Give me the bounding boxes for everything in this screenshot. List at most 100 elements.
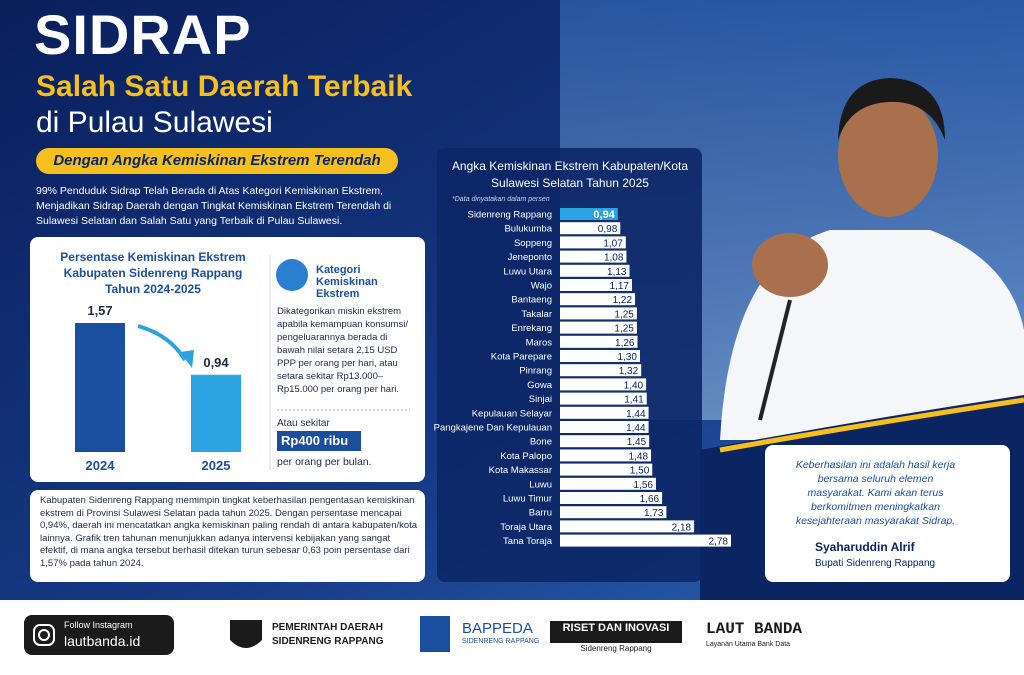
person <box>720 78 1024 440</box>
value-label: 1,40 <box>624 380 644 391</box>
bar <box>560 222 621 235</box>
accent-curve <box>719 397 1024 453</box>
category-heading: Kategori Kemiskinan Ekstrem <box>316 264 378 300</box>
value-label: 2,78 <box>709 537 729 548</box>
chart-title: Persentase Kemiskinan Ekstrem Kabupaten … <box>60 250 246 296</box>
bar <box>560 236 626 249</box>
value-label: 0,94 <box>593 209 615 221</box>
value-label: 1,08 <box>604 253 624 264</box>
value-label: 1,30 <box>617 352 637 363</box>
y-tick-label: Sinjai <box>529 394 552 405</box>
bar <box>191 374 241 452</box>
value-label: 1,48 <box>629 451 649 462</box>
value-label: 1,07 <box>603 238 623 249</box>
hair <box>838 78 945 140</box>
y-tick-label: Tana Toraja <box>503 536 553 547</box>
bar <box>560 463 653 476</box>
y-tick-label: Jeneponto <box>508 252 552 263</box>
bar <box>560 421 649 433</box>
amount: Rp400 ribu <box>281 433 349 448</box>
people-icon <box>276 259 308 291</box>
y-tick-label: Kota Makassar <box>489 465 552 476</box>
value-label: 1,41 <box>624 395 644 406</box>
laut-sub: Layanan Utama Bank Data <box>706 641 791 648</box>
bar <box>560 477 656 490</box>
quote-text: Keberhasilan ini adalah hasil kerja bers… <box>795 459 956 527</box>
y-tick-label: Barru <box>529 508 552 519</box>
bar <box>560 378 647 391</box>
value-label: 1,13 <box>607 267 627 278</box>
bappeda-name: BAPPEDA <box>462 620 533 637</box>
value-label: 1,44 <box>626 409 646 420</box>
bar <box>560 307 637 320</box>
value-label: 0,98 <box>598 224 618 235</box>
y-tick-label: Pangkajene Dan Kepulauan <box>434 423 552 434</box>
bar <box>75 323 125 452</box>
y-tick-label: Sidenreng Rappang <box>467 210 552 221</box>
follow-label: Follow Instagram <box>64 620 133 630</box>
bar <box>560 279 632 291</box>
hand <box>752 233 828 297</box>
bar <box>560 321 637 334</box>
value-label: 1,26 <box>615 338 635 349</box>
value-label: 1,44 <box>626 423 646 434</box>
bappeda-logo <box>420 616 450 652</box>
category-description: Dikategorikan miskin ekstrem apabila kem… <box>277 306 408 395</box>
y-tick-label: Pinrang <box>519 366 552 377</box>
bar <box>560 350 640 362</box>
y-tick-label: Luwu Utara <box>503 266 552 277</box>
chart-title: Angka Kemiskinan Ekstrem Kabupaten/Kota … <box>451 159 689 190</box>
y-tick-label: Maros <box>526 337 553 348</box>
per-label: per orang per bulan. <box>277 456 372 468</box>
summary-card <box>30 490 425 582</box>
y-tick-label: Bone <box>530 437 552 448</box>
value-label: 1,22 <box>613 295 633 306</box>
bar <box>560 435 650 448</box>
y-tick-label: Soppeng <box>514 238 552 249</box>
bar <box>560 449 652 462</box>
value-label: 1,25 <box>614 324 634 335</box>
value-label: 0,94 <box>203 355 229 370</box>
riset-name: RISET DAN INOVASI <box>562 622 670 634</box>
bar <box>560 250 627 263</box>
y-tick-label: Bantaeng <box>511 295 552 306</box>
y-tick-label: Kota Parepare <box>491 352 552 363</box>
arrow-head <box>180 350 194 368</box>
pemda-emblem <box>230 620 262 648</box>
y-tick-label: Takalar <box>521 309 552 320</box>
laut-banda: LAUT BANDA <box>706 620 803 638</box>
bar <box>560 364 642 377</box>
bar <box>560 264 630 277</box>
pemda-name: PEMERINTAH DAERAH <box>272 622 383 633</box>
value-label: 1,73 <box>644 508 664 519</box>
y-tick-label: Bulukumba <box>504 224 552 235</box>
bar <box>560 520 695 533</box>
quote-card <box>765 445 1010 582</box>
instagram-icon <box>33 624 55 646</box>
face <box>838 93 938 217</box>
tagline: Dengan Angka Kemiskinan Ekstrem Terendah <box>53 152 381 169</box>
bappeda-sub: SIDENRENG RAPPANG <box>462 638 540 645</box>
chart-subtitle: *Data dinyatakan dalam persen <box>452 196 550 203</box>
bar <box>560 534 731 547</box>
bar <box>560 506 667 519</box>
value-label: 1,57 <box>87 303 112 318</box>
y-tick-label: Kota Palopo <box>500 451 552 462</box>
instagram-icon <box>38 629 50 641</box>
value-label: 1,56 <box>633 480 653 491</box>
trend-arrow <box>137 324 187 362</box>
amount-box <box>277 431 361 451</box>
value-label: 1,32 <box>619 366 639 377</box>
subtitle: Salah Satu Daerah Terbaik <box>36 70 413 103</box>
value-label: 1,17 <box>609 281 629 292</box>
intro: 99% Penduduk Sidrap Telah Berada di Atas… <box>36 185 392 227</box>
instagram-handle: lautbanda.id <box>64 633 141 649</box>
x-tick-label: 2024 <box>86 458 116 473</box>
title: SIDRAP <box>34 3 252 66</box>
quote-name: Syaharuddin Alrif <box>815 540 915 554</box>
bar <box>560 208 618 220</box>
summary: Kabupaten Sidenreng Rappang memimpin tin… <box>40 495 418 569</box>
bar <box>560 392 647 405</box>
chart-card <box>30 237 425 482</box>
